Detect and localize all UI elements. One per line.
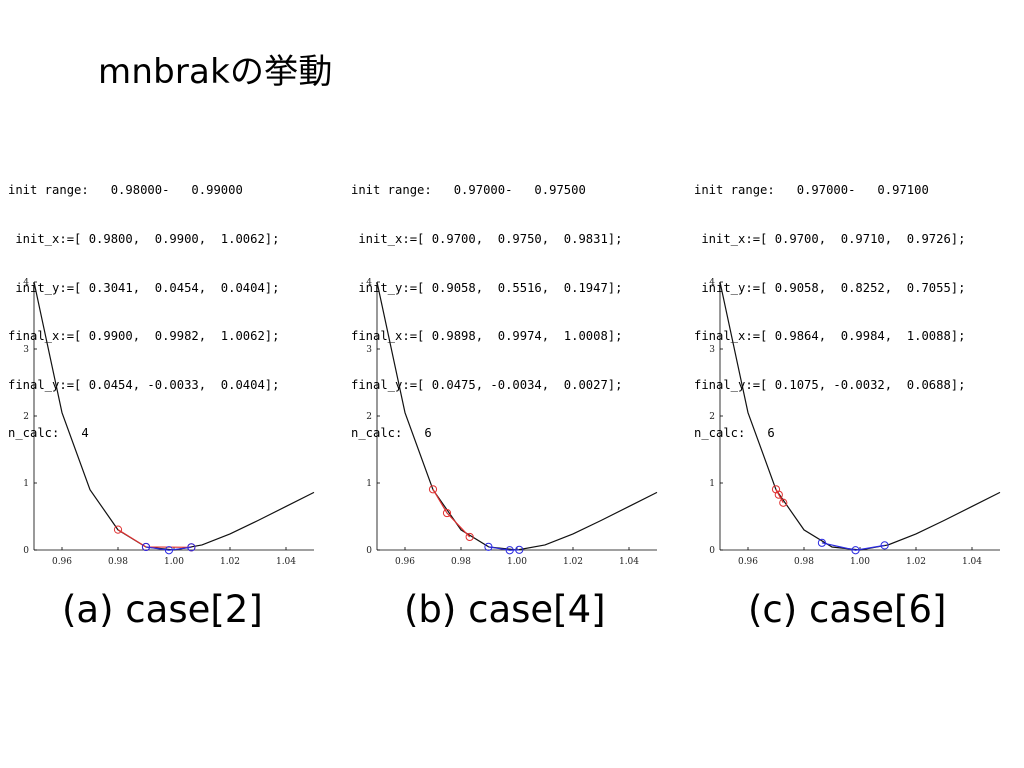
- x-tick-label: 1.04: [619, 557, 639, 567]
- x-tick-label: 1.00: [164, 557, 184, 567]
- initial-bracket-point: [113, 525, 123, 534]
- x-tick-label: 1.04: [276, 557, 296, 567]
- info-block: init range: 0.97000- 0.97500 init_x:=[ 0…: [351, 150, 623, 474]
- final-bracket-point: [515, 545, 524, 554]
- y-tick-label: 1: [366, 479, 372, 489]
- x-tick-label: 1.04: [962, 557, 982, 567]
- info-init-y: init_y:=[ 0.9058, 0.8252, 0.7055];: [694, 280, 966, 295]
- info-final-x: final_x:=[ 0.9864, 0.9984, 1.0088];: [694, 329, 966, 344]
- info-final-x: final_x:=[ 0.9898, 0.9974, 1.0008];: [351, 329, 623, 344]
- initial-bracket-point: [774, 490, 783, 499]
- info-block: init range: 0.98000- 0.99000 init_x:=[ 0…: [8, 150, 280, 474]
- final-bracket-line: [821, 542, 885, 551]
- x-tick-label: 1.02: [906, 557, 926, 567]
- caption-case-2: (a) case[2]: [62, 588, 263, 631]
- caption-case-6: (c) case[6]: [748, 588, 947, 631]
- info-block: init range: 0.97000- 0.97100 init_x:=[ 0…: [694, 150, 966, 474]
- info-final-x: final_x:=[ 0.9900, 0.9982, 1.0062];: [8, 329, 280, 344]
- x-tick-label: 0.96: [52, 557, 72, 567]
- initial-bracket-line: [117, 529, 192, 548]
- info-init-range: init range: 0.97000- 0.97100: [694, 183, 929, 198]
- x-tick-label: 1.00: [850, 557, 870, 567]
- initial-bracket-point: [442, 508, 452, 518]
- initial-bracket-line: [432, 489, 471, 538]
- final-bracket-point: [817, 538, 827, 547]
- chart-case-2: 0 1 2 3 4 0.96 0.98 1.00 1.02 1.04: [23, 278, 315, 567]
- y-tick-label: 1: [709, 479, 715, 489]
- x-tick-label: 0.96: [395, 557, 415, 567]
- y-tick-label: 2: [709, 412, 715, 422]
- info-init-x: init_x:=[ 0.9700, 0.9710, 0.9726];: [694, 232, 966, 246]
- final-bracket-line: [145, 546, 192, 551]
- x-tick-label: 1.00: [507, 557, 527, 567]
- function-curve: [376, 281, 658, 551]
- panel-case-6: init range: 0.97000- 0.97100 init_x:=[ 0…: [694, 150, 1024, 630]
- final-bracket-point: [484, 542, 493, 551]
- info-init-range: init range: 0.97000- 0.97500: [351, 183, 586, 198]
- x-tick-label: 0.96: [738, 557, 758, 567]
- chart-case-4: 0 1 2 3 4 0.96 0.98 1.00 1.02 1.04: [366, 278, 658, 567]
- y-tick-label: 1: [23, 479, 29, 489]
- final-bracket-point: [505, 546, 514, 555]
- info-final-y: final_y:=[ 0.1075, -0.0032, 0.0688];: [694, 377, 966, 392]
- x-tick-label: 0.98: [108, 557, 128, 567]
- y-tick-label: 0: [23, 546, 29, 556]
- info-init-range: init range: 0.98000- 0.99000: [8, 183, 243, 198]
- y-tick-label: 4: [366, 278, 372, 288]
- chart-case-6: 0 1 2 3 4 0.96 0.98 1.00 1.02 1.04: [709, 278, 1001, 567]
- panel-case-4: init range: 0.97000- 0.97500 init_x:=[ 0…: [351, 150, 681, 630]
- panel-case-2: init range: 0.98000- 0.99000 init_x:=[ 0…: [8, 150, 338, 630]
- y-tick-label: 3: [366, 345, 372, 355]
- function-curve: [719, 281, 1001, 551]
- page-title: mnbrakの挙動: [98, 52, 333, 92]
- function-curve: [33, 281, 315, 551]
- y-tick-label: 4: [23, 278, 29, 288]
- y-tick-label: 2: [23, 412, 29, 422]
- y-tick-label: 3: [23, 345, 29, 355]
- x-tick-label: 0.98: [451, 557, 471, 567]
- y-tick-label: 2: [366, 412, 372, 422]
- y-tick-label: 4: [709, 278, 715, 288]
- info-init-y: init_y:=[ 0.3041, 0.0454, 0.0404];: [8, 280, 280, 295]
- initial-bracket-point: [465, 532, 474, 542]
- info-final-y: final_y:=[ 0.0475, -0.0034, 0.0027];: [351, 377, 623, 392]
- info-init-y: init_y:=[ 0.9058, 0.5516, 0.1947];: [351, 280, 623, 295]
- initial-bracket-point: [428, 485, 438, 494]
- final-bracket-point: [851, 546, 860, 555]
- final-bracket-point: [187, 543, 196, 552]
- y-tick-label: 3: [709, 345, 715, 355]
- y-tick-label: 0: [709, 546, 715, 556]
- info-final-y: final_y:=[ 0.0454, -0.0033, 0.0404];: [8, 377, 280, 392]
- info-init-x: init_x:=[ 0.9800, 0.9900, 1.0062];: [8, 232, 280, 246]
- initial-bracket-point: [779, 498, 788, 507]
- final-bracket-point: [141, 542, 151, 552]
- info-init-x: init_x:=[ 0.9700, 0.9750, 0.9831];: [351, 232, 623, 246]
- final-bracket-point: [164, 546, 174, 555]
- caption-case-4: (b) case[4]: [404, 588, 606, 631]
- x-tick-label: 1.02: [220, 557, 240, 567]
- x-tick-label: 1.02: [563, 557, 583, 567]
- final-bracket-point: [880, 541, 889, 550]
- y-tick-label: 0: [366, 546, 372, 556]
- x-tick-label: 0.98: [794, 557, 814, 567]
